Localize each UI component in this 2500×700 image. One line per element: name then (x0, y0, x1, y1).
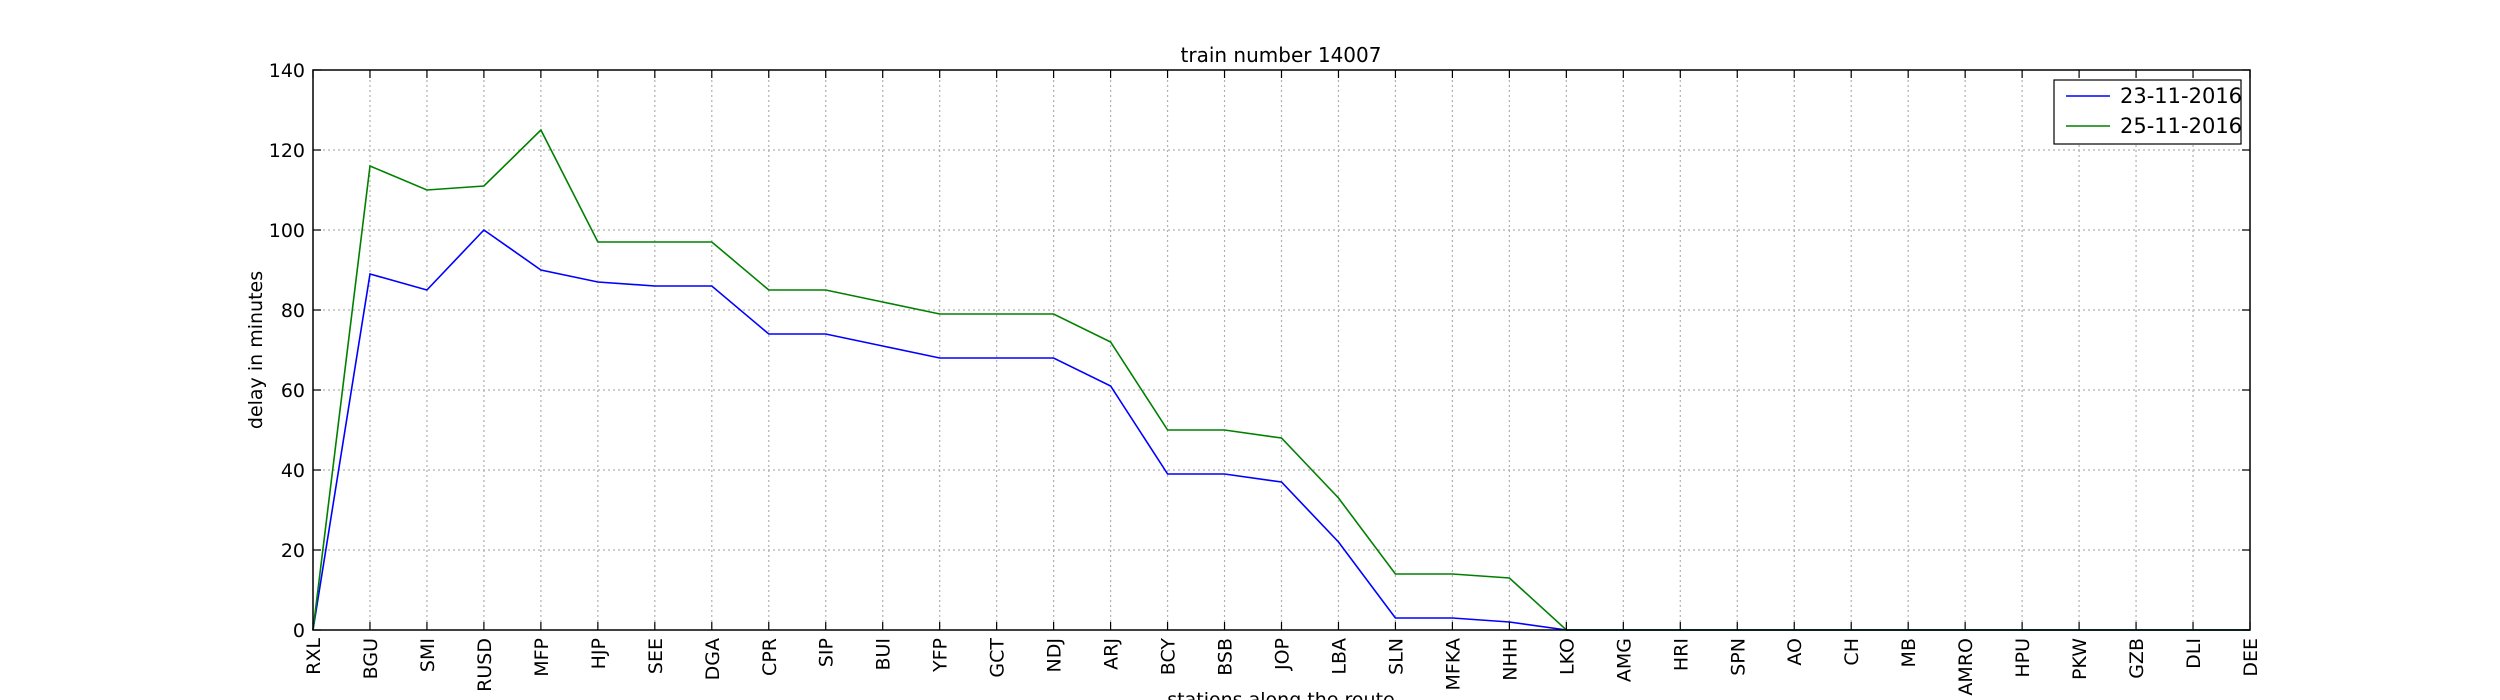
x-tick-label: BSB (1215, 638, 1237, 676)
x-tick-label: DGA (702, 638, 724, 680)
x-tick-label: LBA (1328, 638, 1350, 675)
y-tick-label: 80 (281, 300, 305, 322)
x-tick-label: HRI (1670, 638, 1692, 671)
x-tick-label: NDJ (1044, 638, 1066, 672)
x-tick-label: SLN (1385, 638, 1407, 675)
x-tick-label: CPR (759, 638, 781, 676)
x-tick-label: LKO (1556, 638, 1578, 675)
legend-label-series-1: 23-11-2016 (2120, 84, 2242, 108)
x-tick-label: CH (1841, 638, 1863, 666)
legend: 23-11-2016 25-11-2016 (2053, 79, 2242, 145)
x-tick-label: BUI (873, 638, 895, 671)
x-tick-label: ARJ (1101, 638, 1123, 670)
y-axis: 0 20 40 60 80 100 120 140 (269, 60, 2250, 642)
y-tick-label: 100 (269, 220, 305, 242)
grid-layer (313, 70, 2250, 630)
x-tick-label: PKW (2069, 638, 2091, 680)
x-tick-label: AMRO (1955, 638, 1977, 696)
legend-box (2053, 79, 2242, 145)
x-tick-label: DEE (2240, 638, 2262, 677)
x-tick-label: HPU (2012, 638, 2034, 678)
x-tick-label: GCT (987, 638, 1009, 678)
x-axis-label: stations along the route (1167, 689, 1394, 700)
x-tick-label: YFP (930, 638, 952, 673)
y-tick-label: 140 (269, 60, 305, 82)
x-tick-label: DLI (2183, 638, 2205, 669)
x-tick-label: RUSD (474, 638, 496, 692)
y-tick-label: 120 (269, 140, 305, 162)
y-axis-label: delay in minutes (245, 271, 267, 429)
x-tick-label: MFKA (1442, 638, 1464, 690)
x-tick-label: JOP (1272, 638, 1294, 671)
x-tick-label: SPN (1727, 638, 1749, 676)
legend-label-series-2: 25-11-2016 (2120, 114, 2242, 138)
x-tick-label: GZB (2126, 638, 2148, 679)
x-tick-label: RXL (303, 638, 325, 675)
x-tick-label: NHH (1499, 638, 1521, 681)
x-tick-label: SIP (816, 638, 838, 667)
x-tick-label: BCY (1158, 638, 1180, 676)
x-tick-label: SEE (645, 638, 667, 674)
y-tick-label: 40 (281, 460, 305, 482)
x-axis: RXL BGU SMI RUSD MFP HJP SEE DGA CPR SIP BUI YFP GCT… (303, 70, 2262, 696)
chart-title: train number 14007 (1181, 43, 1382, 67)
x-tick-label: HJP (588, 638, 610, 669)
x-tick-label: MB (1898, 638, 1920, 667)
x-tick-label: MFP (531, 638, 553, 677)
y-tick-label: 20 (281, 540, 305, 562)
x-tick-label: SMI (417, 638, 439, 672)
x-tick-label: BGU (360, 638, 382, 679)
x-tick-label: AMG (1613, 638, 1635, 682)
x-tick-label: AO (1784, 638, 1806, 666)
y-tick-label: 0 (293, 620, 305, 642)
y-tick-label: 60 (281, 380, 305, 402)
